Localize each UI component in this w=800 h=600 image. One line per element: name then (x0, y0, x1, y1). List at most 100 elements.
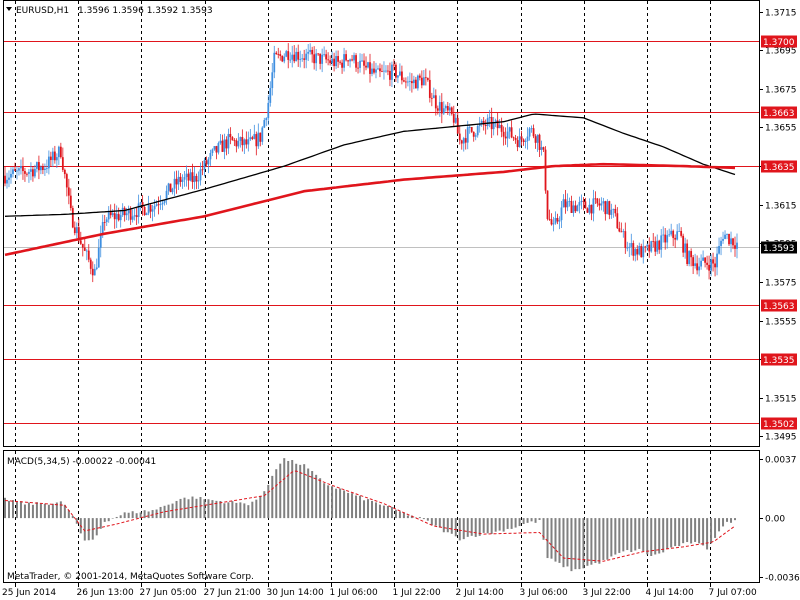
candle-body (658, 240, 661, 250)
macd-bar (259, 495, 262, 519)
candle-body (728, 234, 730, 245)
time-tick-label: 25 Jun 2014 (2, 588, 56, 598)
candle-body (191, 172, 194, 183)
symbol-label: EURUSD,H1 (16, 6, 69, 16)
macd-bar (319, 478, 322, 519)
candle-body (470, 127, 473, 132)
candle-body (89, 259, 92, 269)
candlesticks (4, 43, 738, 283)
macd-bar (534, 518, 537, 523)
candle-body (730, 238, 732, 245)
time-tick-label: 3 Jul 06:00 (520, 588, 569, 598)
candle-body (512, 137, 515, 139)
candle-body (227, 133, 230, 149)
macd-bar (506, 518, 509, 529)
macd-bar (147, 511, 150, 519)
candle-body (544, 149, 547, 191)
candle-body (241, 137, 244, 146)
candle-body (682, 235, 685, 253)
macd-bar (23, 504, 26, 519)
macd-bar (466, 518, 469, 537)
price-level-label: 1.3635 (763, 163, 795, 173)
macd-bar (19, 501, 22, 519)
time-tick-label: 7 Jul 07:00 (709, 588, 758, 598)
macd-bar (199, 496, 202, 519)
macd-bar (287, 460, 290, 519)
candle-body (406, 81, 409, 83)
candle-body (47, 156, 50, 169)
candle-body (710, 259, 712, 271)
candle-body (101, 222, 104, 234)
macd-bar (327, 485, 330, 519)
candle-body (297, 51, 300, 60)
candle-body (688, 251, 691, 264)
candle-body (690, 251, 693, 258)
macd-bar (343, 490, 346, 519)
macd-bar (151, 510, 154, 519)
candle-body (28, 171, 30, 174)
macd-bar (135, 513, 138, 519)
macd-bar (87, 518, 90, 541)
candle-body (616, 213, 619, 229)
candle-body (301, 58, 304, 60)
macd-bar (666, 518, 669, 550)
chart-menu-triangle-icon[interactable] (6, 7, 12, 11)
candle-body (692, 257, 695, 266)
candle-body (592, 198, 595, 214)
candle-body (476, 126, 479, 136)
candle-body (225, 139, 228, 149)
candle-body (291, 54, 294, 60)
macd-bar (626, 518, 629, 551)
candle-body (135, 215, 138, 218)
candle-body (401, 71, 403, 81)
candle-body (532, 128, 535, 137)
macd-bar (183, 497, 186, 519)
macd-bar (546, 518, 549, 559)
macd-bar (339, 488, 342, 519)
candle-body (103, 222, 106, 223)
macd-bar (263, 491, 266, 519)
candle-body (365, 65, 367, 68)
candle-body (714, 263, 716, 268)
candle-body (472, 131, 475, 137)
macd-bar (299, 464, 302, 519)
macd-bar (574, 518, 577, 570)
candle-body (530, 128, 533, 130)
candle-body (381, 71, 383, 73)
candle-body (36, 162, 38, 169)
macd-bar (450, 518, 453, 534)
macd-bar (139, 512, 142, 519)
macd-bar (131, 511, 134, 519)
candle-body (153, 205, 156, 210)
candle-body (209, 153, 212, 160)
candle-body (594, 198, 597, 200)
candle-body (648, 244, 651, 252)
macd-bar (231, 501, 234, 519)
candle-body (468, 127, 471, 128)
candle-body (726, 234, 728, 235)
candle-body (680, 231, 683, 236)
price-level-badge (761, 106, 797, 119)
candle-body (405, 81, 407, 83)
candle-body (323, 54, 326, 56)
time-tick-label: 27 Jun 21:00 (204, 588, 261, 598)
candle-body (526, 136, 529, 142)
candle-body (43, 168, 46, 171)
ohlc-values: 1.3596 1.3596 1.3592 1.3593 (78, 6, 213, 16)
macd-bar (622, 518, 625, 552)
candle-body (357, 67, 359, 69)
macd-bar (694, 518, 697, 542)
candle-body (115, 213, 118, 220)
candle-body (448, 107, 451, 111)
candle-body (271, 72, 274, 89)
candle-body (187, 173, 190, 181)
candle-body (377, 68, 379, 70)
macd-bar (630, 518, 633, 552)
macd-bar (410, 515, 413, 519)
candle-body (269, 88, 272, 103)
candle-body (550, 219, 553, 225)
candle-body (498, 124, 501, 129)
candle-body (546, 190, 549, 219)
